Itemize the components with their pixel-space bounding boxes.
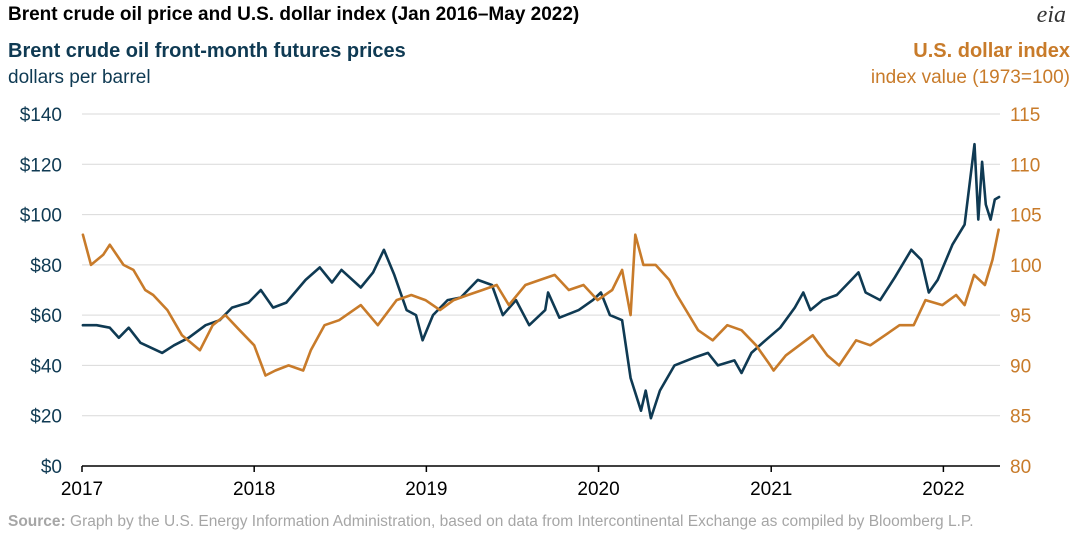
left-axis-tick-label: $140 <box>20 105 62 126</box>
brent-price-line <box>81 142 1001 420</box>
right-axis-tick-label: 115 <box>1010 105 1040 126</box>
left-series-title: Brent crude oil front-month futures pric… <box>8 40 406 62</box>
right-axis-tick-label: 110 <box>1010 155 1040 176</box>
source-text: Graph by the U.S. Energy Information Adm… <box>65 513 974 530</box>
right-axis-tick-label: 105 <box>1010 206 1042 227</box>
x-axis-tick-label: 2019 <box>405 479 447 500</box>
left-axis-unit: dollars per barrel <box>8 67 151 88</box>
source-label: Source: <box>8 513 66 530</box>
left-axis-tick-label: $80 <box>30 256 62 277</box>
eia-logo: eia <box>1036 2 1066 28</box>
dollar-index-line <box>81 228 1000 377</box>
right-axis-tick-label: 85 <box>1010 407 1031 428</box>
right-axis-tick-label: 90 <box>1010 356 1031 377</box>
right-axis-tick-label: 95 <box>1010 306 1031 327</box>
left-axis-tick-label: $40 <box>30 356 62 377</box>
x-axis-tick-label: 2022 <box>922 479 964 500</box>
source-note: Source: Graph by the U.S. Energy Informa… <box>8 512 1068 531</box>
left-axis-tick-label: $60 <box>30 306 62 327</box>
right-axis-unit: index value (1973=100) <box>870 67 1070 88</box>
x-axis-tick-label: 2018 <box>233 479 275 500</box>
left-axis-tick-label: $100 <box>20 206 62 227</box>
left-axis-tick-label: $120 <box>20 155 62 176</box>
chart-title: Brent crude oil price and U.S. dollar in… <box>8 4 580 25</box>
right-axis-tick-label: 80 <box>1010 457 1031 478</box>
x-axis-tick-label: 2020 <box>577 479 619 500</box>
dual-axis-line-chart: $0 80 $20 85 $40 90 $60 95 $80 100 $100 105 $120 110 $… <box>20 105 1042 500</box>
x-axis-tick-label: 2017 <box>61 479 103 500</box>
right-series-title: U.S. dollar index <box>913 40 1070 62</box>
left-axis-tick-label: $0 <box>41 457 62 478</box>
left-axis-tick-label: $20 <box>30 407 62 428</box>
x-axis-tick-label: 2021 <box>750 479 792 500</box>
right-axis-tick-label: 100 <box>1010 256 1042 277</box>
